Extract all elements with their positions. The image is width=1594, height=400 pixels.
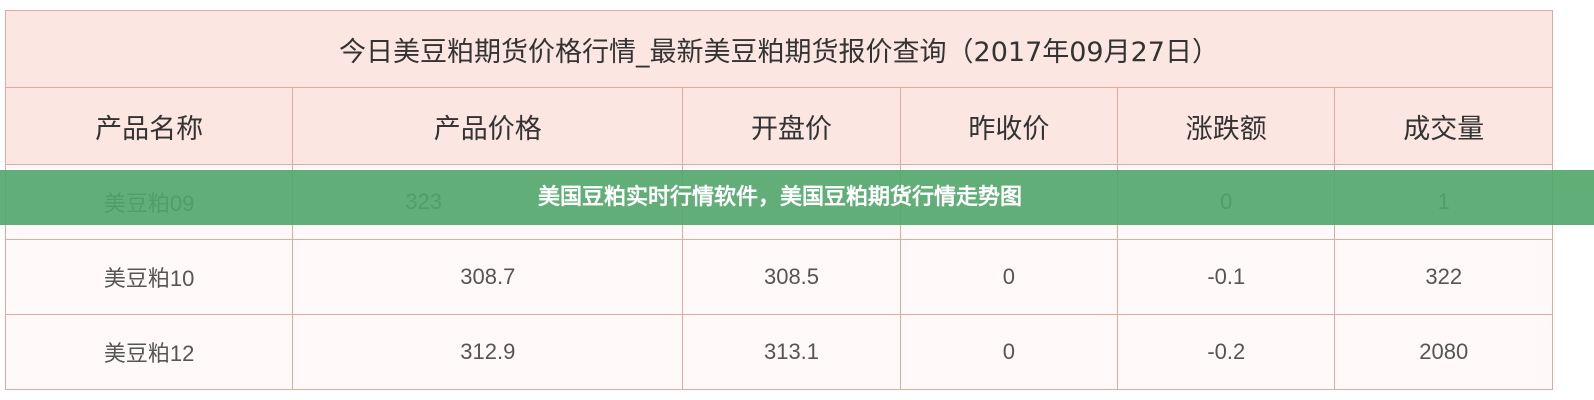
cell: 美豆粕12: [4, 314, 294, 390]
cell: 313.1: [682, 314, 901, 390]
cell: 2080: [1334, 314, 1553, 390]
cell: -0.1: [1117, 239, 1336, 315]
caption-banner: [0, 170, 1594, 225]
caption-text: 美国豆粕实时行情软件，美国豆粕期货行情走势图: [537, 185, 1022, 210]
cell: 308.5: [682, 239, 901, 315]
table-row: 美豆粕12 312.9 313.1 0 -0.2 2080: [4, 314, 1553, 390]
table-title: 今日美豆粕期货价格行情_最新美豆粕期货报价查询（2017年09月27日）: [5, 10, 1553, 88]
header-volume: 成交量: [1334, 87, 1553, 165]
header-product-name: 产品名称: [4, 87, 294, 165]
cell: 0: [899, 314, 1119, 390]
cell: 322: [1334, 239, 1553, 315]
cell: 美豆粕10: [4, 239, 294, 315]
cell: 0: [899, 239, 1119, 315]
header-change: 涨跌额: [1117, 87, 1336, 165]
table-row: 美豆粕10 308.7 308.5 0 -0.1 322: [4, 239, 1553, 315]
cell: 312.9: [292, 314, 684, 390]
header-open: 开盘价: [682, 87, 901, 165]
cell: 308.7: [292, 239, 684, 315]
cell: -0.2: [1117, 314, 1336, 390]
header-prev-close: 昨收价: [899, 87, 1119, 165]
header-price: 产品价格: [292, 87, 684, 165]
